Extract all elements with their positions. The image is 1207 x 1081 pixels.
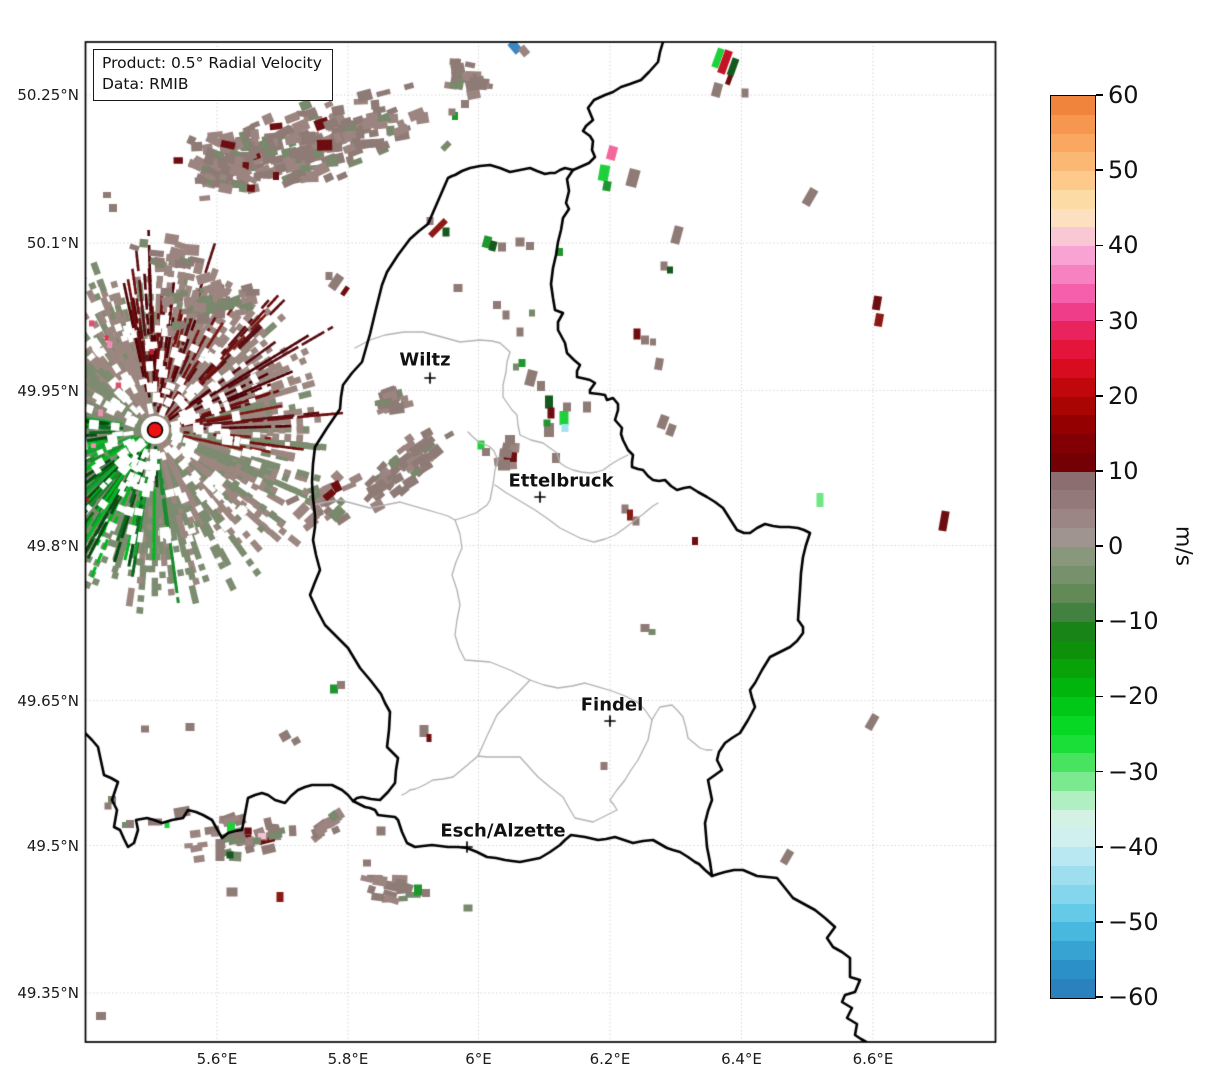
colorbar-band bbox=[1051, 734, 1095, 754]
colorbar-tick-label: −60 bbox=[1108, 983, 1159, 1011]
colorbar-tick-label: −40 bbox=[1108, 832, 1159, 861]
lon-tick-label: 6°E bbox=[465, 1050, 492, 1068]
lat-tick-label: 49.65°N bbox=[17, 691, 79, 710]
colorbar-tick bbox=[1095, 845, 1103, 848]
colorbar-tick-label: −10 bbox=[1108, 607, 1159, 636]
colorbar-band bbox=[1051, 678, 1095, 697]
colorbar-band bbox=[1051, 96, 1095, 115]
colorbar-tick-label: 40 bbox=[1108, 231, 1139, 260]
colorbar-band bbox=[1051, 208, 1095, 228]
colorbar-tick-label: −20 bbox=[1108, 682, 1159, 711]
colorbar-band bbox=[1051, 659, 1095, 679]
colorbar-tick-label: 50 bbox=[1108, 156, 1139, 185]
lat-tick-label: 49.35°N bbox=[17, 984, 79, 1002]
colorbar-band bbox=[1051, 584, 1095, 604]
lon-tick-label: 5.8°E bbox=[327, 1050, 369, 1068]
lat-tick-label: 50.1°N bbox=[26, 234, 79, 252]
colorbar-tick bbox=[1095, 94, 1103, 96]
data-source-line: Data: RMIB bbox=[102, 74, 189, 93]
colorbar-band bbox=[1051, 283, 1095, 303]
colorbar-band bbox=[1051, 809, 1095, 829]
colorbar-tick-label: 20 bbox=[1108, 381, 1139, 410]
colorbar-band bbox=[1051, 377, 1095, 397]
colorbar-band bbox=[1051, 959, 1095, 979]
colorbar-band bbox=[1051, 509, 1095, 528]
colorbar-band bbox=[1051, 941, 1095, 960]
colorbar-band bbox=[1051, 189, 1095, 209]
colorbar-tick bbox=[1095, 244, 1103, 247]
city-label-esch-alzette: Esch/Alzette bbox=[440, 820, 566, 842]
colorbar-tick-label: 60 bbox=[1108, 81, 1139, 109]
colorbar-band bbox=[1051, 302, 1095, 322]
colorbar-tick-label: 30 bbox=[1108, 306, 1139, 335]
colorbar-band bbox=[1051, 471, 1095, 491]
colorbar-tick bbox=[1095, 695, 1103, 698]
city-label-ettelbruck: Ettelbruck bbox=[508, 470, 614, 492]
lat-tick-label: 50.25°N bbox=[17, 86, 79, 104]
colorbar-tick bbox=[1095, 394, 1103, 397]
city-label-wiltz: Wiltz bbox=[399, 349, 451, 371]
colorbar-band bbox=[1051, 321, 1095, 341]
colorbar-band bbox=[1051, 753, 1095, 773]
colorbar-band bbox=[1051, 152, 1095, 172]
colorbar-band bbox=[1051, 621, 1095, 641]
colorbar-band bbox=[1051, 546, 1095, 566]
colorbar-band bbox=[1051, 452, 1095, 472]
colorbar-band bbox=[1051, 790, 1095, 810]
lon-tick-label: 6.4°E bbox=[721, 1050, 762, 1068]
colorbar-band bbox=[1051, 227, 1095, 247]
colorbar-band bbox=[1051, 434, 1095, 453]
colorbar-band bbox=[1051, 715, 1095, 735]
colorbar-tick-label: 10 bbox=[1108, 456, 1139, 485]
colorbar-band bbox=[1051, 265, 1095, 284]
colorbar-band bbox=[1051, 903, 1095, 923]
colorbar-unit-label: m/s bbox=[1170, 525, 1196, 567]
lon-tick-label: 6.6°E bbox=[852, 1050, 894, 1068]
colorbar-band bbox=[1051, 697, 1095, 716]
colorbar-band bbox=[1051, 358, 1095, 378]
colorbar-band bbox=[1051, 133, 1095, 153]
colorbar bbox=[1050, 95, 1096, 999]
product-info-box: Product: 0.5° Radial Velocity Data: RMIB bbox=[93, 49, 333, 101]
colorbar-band bbox=[1051, 340, 1095, 359]
colorbar-tick-label: −50 bbox=[1108, 907, 1159, 936]
colorbar-band bbox=[1051, 828, 1095, 848]
colorbar-band bbox=[1051, 772, 1095, 791]
colorbar-band bbox=[1051, 246, 1095, 266]
colorbar-tick bbox=[1095, 770, 1103, 773]
colorbar-band bbox=[1051, 866, 1095, 885]
colorbar-band bbox=[1051, 640, 1095, 660]
colorbar-band bbox=[1051, 603, 1095, 622]
lat-tick-label: 49.8°N bbox=[26, 536, 79, 555]
colorbar-band bbox=[1051, 922, 1095, 942]
lon-tick-label: 5.6°E bbox=[196, 1050, 238, 1068]
colorbar-tick bbox=[1095, 996, 1103, 998]
product-info-line: Product: 0.5° Radial Velocity bbox=[102, 54, 322, 72]
colorbar-band bbox=[1051, 396, 1095, 416]
colorbar-tick bbox=[1095, 620, 1103, 623]
colorbar-band bbox=[1051, 884, 1095, 904]
colorbar-tick bbox=[1095, 545, 1103, 547]
lon-tick-label: 6.2°E bbox=[589, 1050, 631, 1068]
colorbar-band bbox=[1051, 565, 1095, 585]
colorbar-band bbox=[1051, 114, 1095, 134]
colorbar-tick bbox=[1095, 921, 1103, 923]
city-label-findel: Findel bbox=[580, 694, 644, 716]
colorbar-tick bbox=[1095, 169, 1103, 172]
colorbar-tick bbox=[1095, 470, 1103, 472]
colorbar-band bbox=[1051, 847, 1095, 867]
colorbar-band bbox=[1051, 527, 1095, 547]
lat-tick-label: 49.95°N bbox=[17, 381, 79, 400]
colorbar-band bbox=[1051, 171, 1095, 190]
colorbar-band bbox=[1051, 415, 1095, 435]
colorbar-tick bbox=[1095, 319, 1103, 322]
colorbar-tick-label: 0 bbox=[1108, 532, 1124, 560]
colorbar-band bbox=[1051, 490, 1095, 510]
colorbar-band bbox=[1051, 978, 1095, 998]
lat-tick-label: 49.5°N bbox=[26, 836, 79, 855]
colorbar-tick-label: −30 bbox=[1108, 757, 1159, 786]
